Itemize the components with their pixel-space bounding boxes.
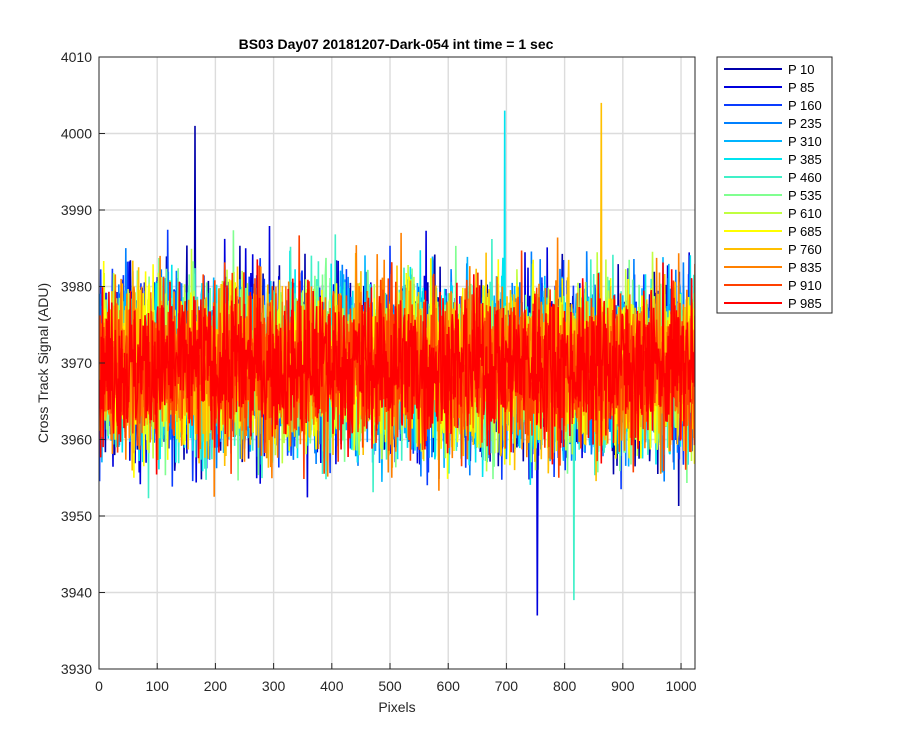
x-tick-label: 800: [553, 678, 577, 694]
y-tick-label: 3940: [61, 585, 92, 601]
y-tick-label: 3970: [61, 355, 92, 371]
legend-label: P 235: [788, 116, 822, 131]
x-tick-label: 100: [146, 678, 170, 694]
legend-label: P 10: [788, 62, 815, 77]
legend-label: P 460: [788, 170, 822, 185]
x-tick-label: 500: [378, 678, 402, 694]
legend-label: P 610: [788, 206, 822, 221]
legend-label: P 910: [788, 278, 822, 293]
legend-label: P 385: [788, 152, 822, 167]
series-lines: [99, 102, 695, 616]
y-tick-label: 3950: [61, 508, 92, 524]
x-axis-label: Pixels: [378, 699, 415, 715]
legend-label: P 685: [788, 224, 822, 239]
legend-label: P 835: [788, 260, 822, 275]
x-tick-label: 600: [437, 678, 461, 694]
y-tick-label: 3960: [61, 432, 92, 448]
y-tick-label: 3990: [61, 202, 92, 218]
legend-label: P 760: [788, 242, 822, 257]
y-axis-label: Cross Track Signal (ADU): [35, 283, 51, 443]
legend-label: P 310: [788, 134, 822, 149]
legend-label: P 160: [788, 98, 822, 113]
x-tick-label: 900: [611, 678, 635, 694]
legend-label: P 85: [788, 80, 815, 95]
y-tick-label: 4000: [61, 126, 92, 142]
legend: P 10 P 85 P 160 P 235 P 310 P 385 P 460 P 535 P …: [716, 56, 833, 314]
x-axis: 0 100 200 300 400 500 600 700 800 900 1000: [95, 663, 697, 694]
legend-label: P 535: [788, 188, 822, 203]
legend-box: [716, 56, 833, 314]
y-tick-label: 3930: [61, 661, 92, 677]
x-tick-label: 200: [204, 678, 228, 694]
x-tick-label: 700: [495, 678, 519, 694]
x-tick-label: 1000: [665, 678, 696, 694]
x-tick-label: 0: [95, 678, 103, 694]
x-tick-label: 300: [262, 678, 286, 694]
series-line: [99, 259, 695, 475]
y-axis: 3930 3940 3950 3960 3970 3980 3990 4000 4010: [61, 49, 105, 677]
y-tick-label: 3980: [61, 279, 92, 295]
legend-label: P 985: [788, 296, 822, 311]
x-tick-label: 400: [320, 678, 344, 694]
chart-title: BS03 Day07 20181207-Dark-054 int time = …: [239, 36, 554, 52]
y-tick-label: 4010: [61, 49, 92, 65]
